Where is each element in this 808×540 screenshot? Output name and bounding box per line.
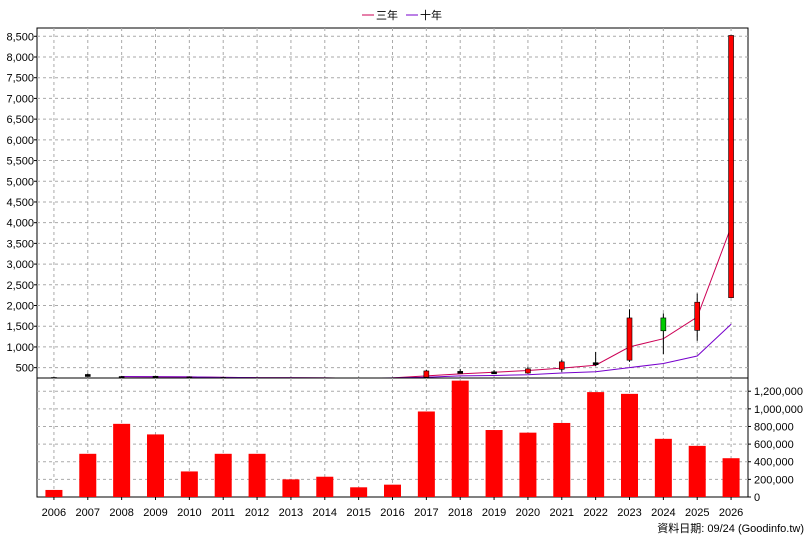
candle-body <box>626 317 633 361</box>
price-y-tick-label: 5,500 <box>6 156 34 168</box>
x-tick-label: 2008 <box>109 507 133 519</box>
volume-bar <box>451 380 469 497</box>
volume-bar <box>147 434 164 497</box>
candle-body <box>457 371 464 374</box>
price-y-tick-label: 5,000 <box>6 176 34 188</box>
x-tick-label: 2017 <box>414 507 438 519</box>
x-axis: 2006 2007 2008 2009 2010 2011 2012 2013 2014 2015… <box>42 497 743 519</box>
x-tick-label: 2012 <box>245 507 269 519</box>
volume-bar <box>621 393 638 497</box>
volume-bar <box>417 411 435 497</box>
price-y-tick-label: 1,500 <box>6 321 34 333</box>
volume-y-tick-label: 800,000 <box>754 421 794 433</box>
price-y-tick-label: 500 <box>16 363 34 375</box>
candle <box>423 369 430 378</box>
x-tick-label: 2010 <box>177 507 201 519</box>
price-y-tick-label: 8,500 <box>6 31 34 43</box>
volume-bar <box>214 453 232 497</box>
candle-body <box>491 371 497 375</box>
volume-bar <box>519 432 537 497</box>
x-tick-label: 2019 <box>482 507 506 519</box>
price-y-tick-label: 7,000 <box>6 93 34 105</box>
x-tick-label: 2021 <box>550 507 574 519</box>
price-y-tick-label: 6,500 <box>6 114 34 126</box>
x-tick-label: 2023 <box>617 507 641 519</box>
volume-bar <box>654 438 672 497</box>
volume-bar <box>688 445 706 497</box>
price-y-tick-label: 3,000 <box>6 259 34 271</box>
candle <box>84 373 91 377</box>
price-y-tick-label: 2,500 <box>6 280 34 292</box>
volume-y-tick-label: 400,000 <box>754 457 794 469</box>
volume-bar <box>384 484 401 497</box>
volume-bar <box>722 458 740 497</box>
price-y-tick-label: 7,500 <box>6 73 34 85</box>
volume-bar <box>79 453 97 497</box>
x-tick-label: 2018 <box>448 507 472 519</box>
candle <box>457 368 464 374</box>
candle-body <box>592 362 599 365</box>
price-y-tick-label: 4,000 <box>6 218 34 230</box>
x-tick-label: 2006 <box>42 507 66 519</box>
volume-bar <box>248 453 266 497</box>
volume-bar <box>45 489 63 497</box>
volume-y-tick-label: 1,000,000 <box>754 404 803 416</box>
volume-bar <box>316 476 334 497</box>
candle <box>525 366 531 374</box>
price-y-tick-label: 3,500 <box>6 238 34 250</box>
x-tick-label: 2022 <box>583 507 607 519</box>
x-tick-label: 2026 <box>719 507 743 519</box>
volume-bar <box>282 479 300 497</box>
price-y-tick-label: 6,000 <box>6 135 34 147</box>
x-tick-label: 2024 <box>651 507 675 519</box>
x-tick-label: 2016 <box>380 507 404 519</box>
volume-y-tick-label: 200,000 <box>754 474 794 486</box>
x-tick-label: 2015 <box>346 507 370 519</box>
price-y-tick-label: 1,000 <box>6 342 34 354</box>
candle-body <box>660 317 667 332</box>
candle-body <box>558 361 565 370</box>
volume-bar <box>485 430 503 497</box>
candle <box>626 309 633 362</box>
price-y-tick-label: 4,500 <box>6 197 34 209</box>
volume-bar <box>587 392 605 497</box>
volume-bar <box>113 423 131 497</box>
legend: 三年 十年 <box>362 8 442 22</box>
footer-source: 資料日期: 09/24 (Goodinfo.tw) <box>657 521 804 535</box>
candle <box>694 293 701 341</box>
candle-body <box>728 35 734 298</box>
candle-body <box>525 368 531 374</box>
candle-body <box>423 370 430 378</box>
volume-bar <box>180 471 198 497</box>
x-tick-label: 2007 <box>76 507 100 519</box>
candle <box>592 351 599 366</box>
legend-label-3y: 三年 <box>376 8 398 22</box>
x-tick-label: 2009 <box>143 507 167 519</box>
x-tick-label: 2025 <box>685 507 709 519</box>
candle <box>491 370 497 375</box>
price-panel: 500 1,000 1,500 2,000 2,500 3,000 3,500 4,000 4,… <box>6 27 749 381</box>
volume-panel: 0 200,000 400,000 600,000 800,000 1,000,000 1,… <box>36 377 803 504</box>
price-y-tick-label: 2,000 <box>6 301 34 313</box>
volume-y-tick-label: 600,000 <box>754 439 794 451</box>
x-tick-label: 2014 <box>313 507 337 519</box>
volume-bar <box>553 422 571 497</box>
legend-label-10y: 十年 <box>420 8 442 22</box>
candle-body <box>84 374 91 377</box>
volume-bar <box>350 487 368 497</box>
candle <box>558 359 565 372</box>
volume-y-tick-label: 1,200,000 <box>754 386 803 398</box>
candle-body <box>694 301 701 331</box>
candle <box>728 35 734 298</box>
x-tick-label: 2013 <box>279 507 303 519</box>
price-y-tick-label: 8,000 <box>6 52 34 64</box>
x-tick-label: 2020 <box>516 507 540 519</box>
x-tick-label: 2011 <box>211 507 235 519</box>
candle <box>660 313 667 354</box>
volume-y-tick-label: 0 <box>754 492 760 504</box>
